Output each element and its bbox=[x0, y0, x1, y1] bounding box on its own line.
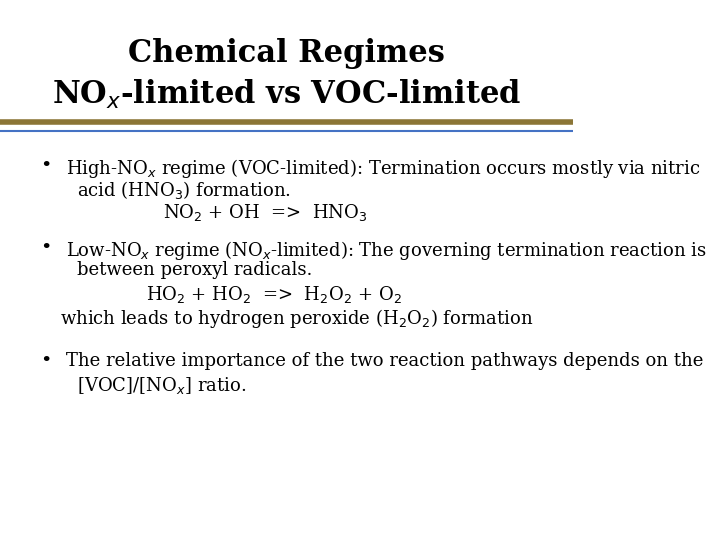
Text: HO$_2$ + HO$_2$  =>  H$_2$O$_2$ + O$_2$: HO$_2$ + HO$_2$ => H$_2$O$_2$ + O$_2$ bbox=[146, 284, 402, 305]
Text: •: • bbox=[40, 352, 52, 370]
Text: which leads to hydrogen peroxide (H$_2$O$_2$) formation: which leads to hydrogen peroxide (H$_2$O… bbox=[60, 307, 534, 330]
Text: High-NO$_x$ regime (VOC-limited): Termination occurs mostly via nitric: High-NO$_x$ regime (VOC-limited): Termin… bbox=[66, 157, 701, 180]
Text: •: • bbox=[40, 157, 52, 174]
Text: NO$_x$-limited vs VOC-limited: NO$_x$-limited vs VOC-limited bbox=[52, 78, 521, 111]
Text: NO$_2$ + OH  =>  HNO$_3$: NO$_2$ + OH => HNO$_3$ bbox=[163, 202, 368, 223]
Text: Chemical Regimes: Chemical Regimes bbox=[128, 38, 445, 69]
Text: The relative importance of the two reaction pathways depends on the: The relative importance of the two react… bbox=[66, 352, 703, 370]
Text: between peroxyl radicals.: between peroxyl radicals. bbox=[77, 261, 312, 279]
Text: Low-NO$_x$ regime (NO$_x$-limited): The governing termination reaction is: Low-NO$_x$ regime (NO$_x$-limited): The … bbox=[66, 239, 707, 262]
Text: acid (HNO$_3$) formation.: acid (HNO$_3$) formation. bbox=[77, 179, 292, 201]
Text: •: • bbox=[40, 239, 52, 256]
Text: [VOC]/[NO$_x$] ratio.: [VOC]/[NO$_x$] ratio. bbox=[77, 375, 247, 396]
